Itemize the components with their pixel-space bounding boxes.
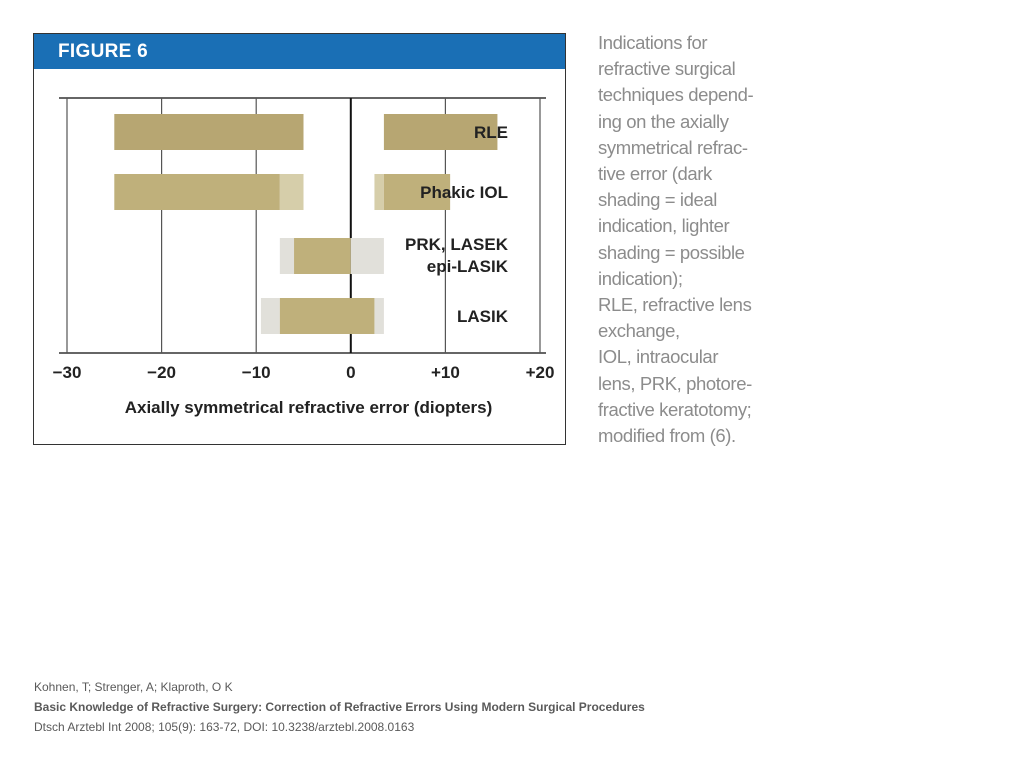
bar-segment [279,174,304,210]
bar-segment [294,238,351,274]
bar-segment [260,298,280,334]
citation: Kohnen, T; Strenger, A; Klaproth, O K Ba… [34,677,645,737]
row-label: LASIK [457,307,509,326]
bar-segment [114,114,304,150]
bar-segment [114,174,280,210]
row-label: RLE [474,123,508,142]
bar-segment [350,238,384,274]
x-tick-label: 0 [346,363,355,382]
row-label: epi-LASIK [427,257,509,276]
bar-segment [383,114,498,150]
citation-source: Dtsch Arztebl Int 2008; 105(9): 163-72, … [34,720,415,734]
bar-segment [374,298,384,334]
bar-segment [279,298,375,334]
figure-header: FIGURE 6 [34,34,565,69]
x-tick-label: −20 [147,363,176,382]
bar-segment [279,238,295,274]
x-tick-label: −10 [242,363,271,382]
x-tick-label: +20 [526,363,555,382]
citation-authors: Kohnen, T; Strenger, A; Klaproth, O K [34,680,233,694]
row-label: Phakic IOL [420,183,508,202]
figure-caption: Indications for refractive surgical tech… [598,32,754,447]
x-tick-label: −30 [53,363,82,382]
bar-segment [383,174,451,210]
citation-title: Basic Knowledge of Refractive Surgery: C… [34,700,645,714]
figure-panel: FIGURE 6 −30 −20 −10 0 +10 +20 RLE Phakic IOL PR… [33,33,566,445]
row-label: PRK, LASEK [405,235,509,254]
range-bar-chart: −30 −20 −10 0 +10 +20 RLE Phakic IOL PRK, LASEK e… [53,97,555,417]
x-axis-title: Axially symmetrical refractive error (di… [125,398,493,417]
x-tick-label: +10 [431,363,460,382]
bar-segment [374,174,384,210]
